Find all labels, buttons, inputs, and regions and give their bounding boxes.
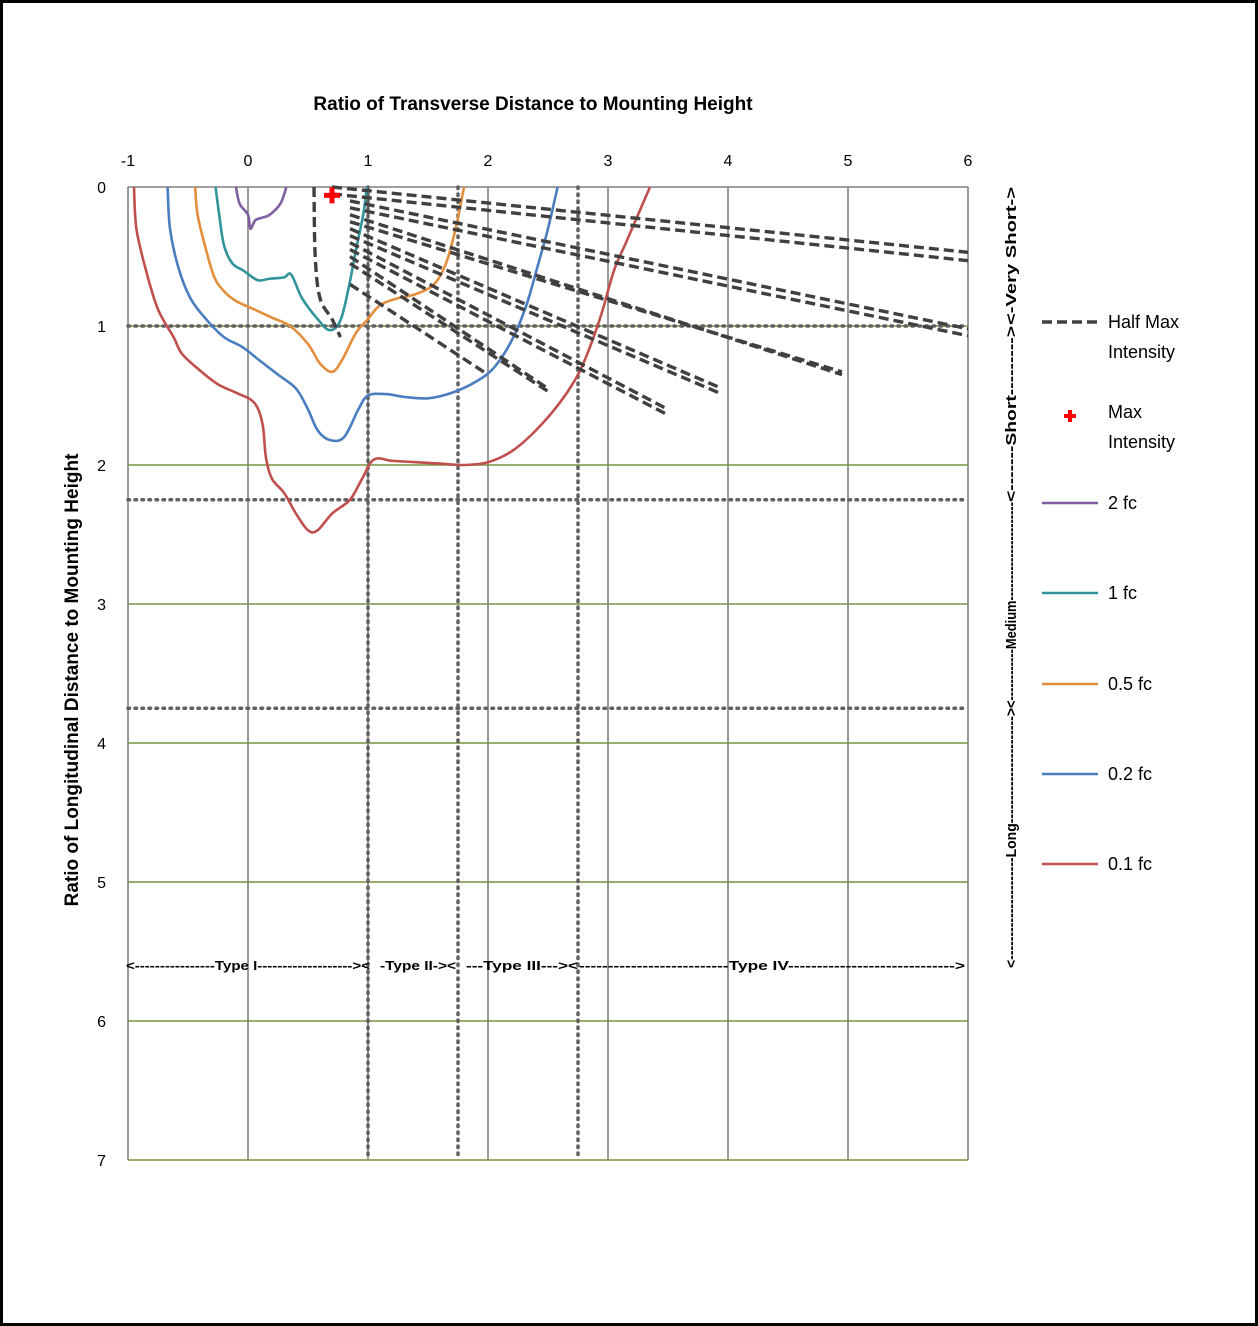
type-1-label: <----------------Type I-----------------… xyxy=(126,958,370,973)
half-max-intensity-line xyxy=(331,185,969,255)
legend-label-0-2-fc: 0.2 fc xyxy=(1108,764,1152,784)
contour-line-0-1-fc xyxy=(132,186,652,534)
legend-label-0-5-fc: 0.5 fc xyxy=(1108,674,1152,694)
half-max-intensity-line xyxy=(349,282,489,377)
y-axis-label: Ratio of Longitudinal Distance to Mounti… xyxy=(62,453,83,906)
y-tick-label: 1 xyxy=(97,319,106,336)
contour-line-0-5-fc xyxy=(193,186,466,374)
y-tick-label: 2 xyxy=(97,458,106,475)
half-max-intensity-line xyxy=(349,199,969,331)
chart-title: Ratio of Transverse Distance to Mounting… xyxy=(313,94,753,115)
legend-label-0-1-fc: 0.1 fc xyxy=(1108,854,1152,874)
contour-line-0-2-fc xyxy=(166,186,559,443)
y-tick-label: 3 xyxy=(97,597,106,614)
iso-footcandle-series xyxy=(132,186,652,534)
half-max-intensity-line xyxy=(349,262,549,393)
legend-label-1-fc: 1 fc xyxy=(1108,583,1137,603)
y-tick-label: 4 xyxy=(97,736,106,753)
half-max-intensity-line xyxy=(349,255,549,390)
type-2-label: -Type II->< xyxy=(380,958,456,973)
legend: Half Max Intensity Max Intensity 2 fc 1 fc 0.5… xyxy=(1042,312,1179,874)
y-tick-label: 6 xyxy=(97,1014,106,1031)
plot-background xyxy=(128,187,968,1160)
legend-swatch-max-intensity xyxy=(1064,414,1076,418)
max-intensity-marker xyxy=(324,187,340,204)
x-tick-label: 4 xyxy=(724,153,733,170)
x-tick-labels: -1 0 1 2 3 4 5 6 xyxy=(121,153,973,170)
half-max-intensity-lines xyxy=(312,185,969,417)
legend-label-max-intensity: Max xyxy=(1108,402,1142,422)
x-tick-label: 0 xyxy=(244,153,253,170)
half-max-intensity-line xyxy=(349,220,843,374)
half-max-intensity-line xyxy=(331,192,969,263)
y-tick-label: 7 xyxy=(97,1153,106,1170)
x-tick-label: 1 xyxy=(364,153,373,170)
y-tick-label: 5 xyxy=(97,875,106,892)
type-4-label: --------------------------Type IV-------… xyxy=(579,958,966,973)
half-max-intensity-line xyxy=(349,206,969,338)
type-3-label: ---Type III--->< xyxy=(466,958,579,973)
range-very-short-label: <-Very Short-> xyxy=(1003,187,1020,325)
x-tick-label: 6 xyxy=(964,153,973,170)
x-tick-label: 3 xyxy=(604,153,613,170)
half-max-intensity-line xyxy=(312,186,342,338)
legend-label-half-max: Half Max xyxy=(1108,312,1179,332)
contour-line-2-fc xyxy=(234,186,288,231)
half-max-intensity-line xyxy=(349,227,723,391)
max-intensity-plus-horizontal xyxy=(324,192,340,198)
range-long-label: <----------------------Long-------------… xyxy=(1003,708,1020,968)
legend-label-max-intensity: Intensity xyxy=(1108,432,1175,452)
contour-line-1-fc xyxy=(214,186,369,332)
y-tick-labels: 0 1 2 3 4 5 6 7 xyxy=(97,180,106,1170)
right-range-labels: <-Very Short-> <-------Short---------> <… xyxy=(1003,187,1020,968)
y-tick-label: 0 xyxy=(97,180,106,197)
legend-label-half-max: Intensity xyxy=(1108,342,1175,362)
range-medium-label: <------------Medium---------------------… xyxy=(1003,502,1020,708)
type-range-boundaries xyxy=(126,185,970,1162)
half-max-intensity-line xyxy=(349,213,843,377)
bottom-type-labels: <----------------Type I-----------------… xyxy=(126,958,966,973)
x-tick-label: -1 xyxy=(121,153,135,170)
x-tick-label: 2 xyxy=(484,153,493,170)
legend-label-2-fc: 2 fc xyxy=(1108,493,1137,513)
x-tick-label: 5 xyxy=(844,153,853,170)
half-max-intensity-line xyxy=(349,234,723,396)
range-short-label: <-------Short---------> xyxy=(1003,326,1020,502)
